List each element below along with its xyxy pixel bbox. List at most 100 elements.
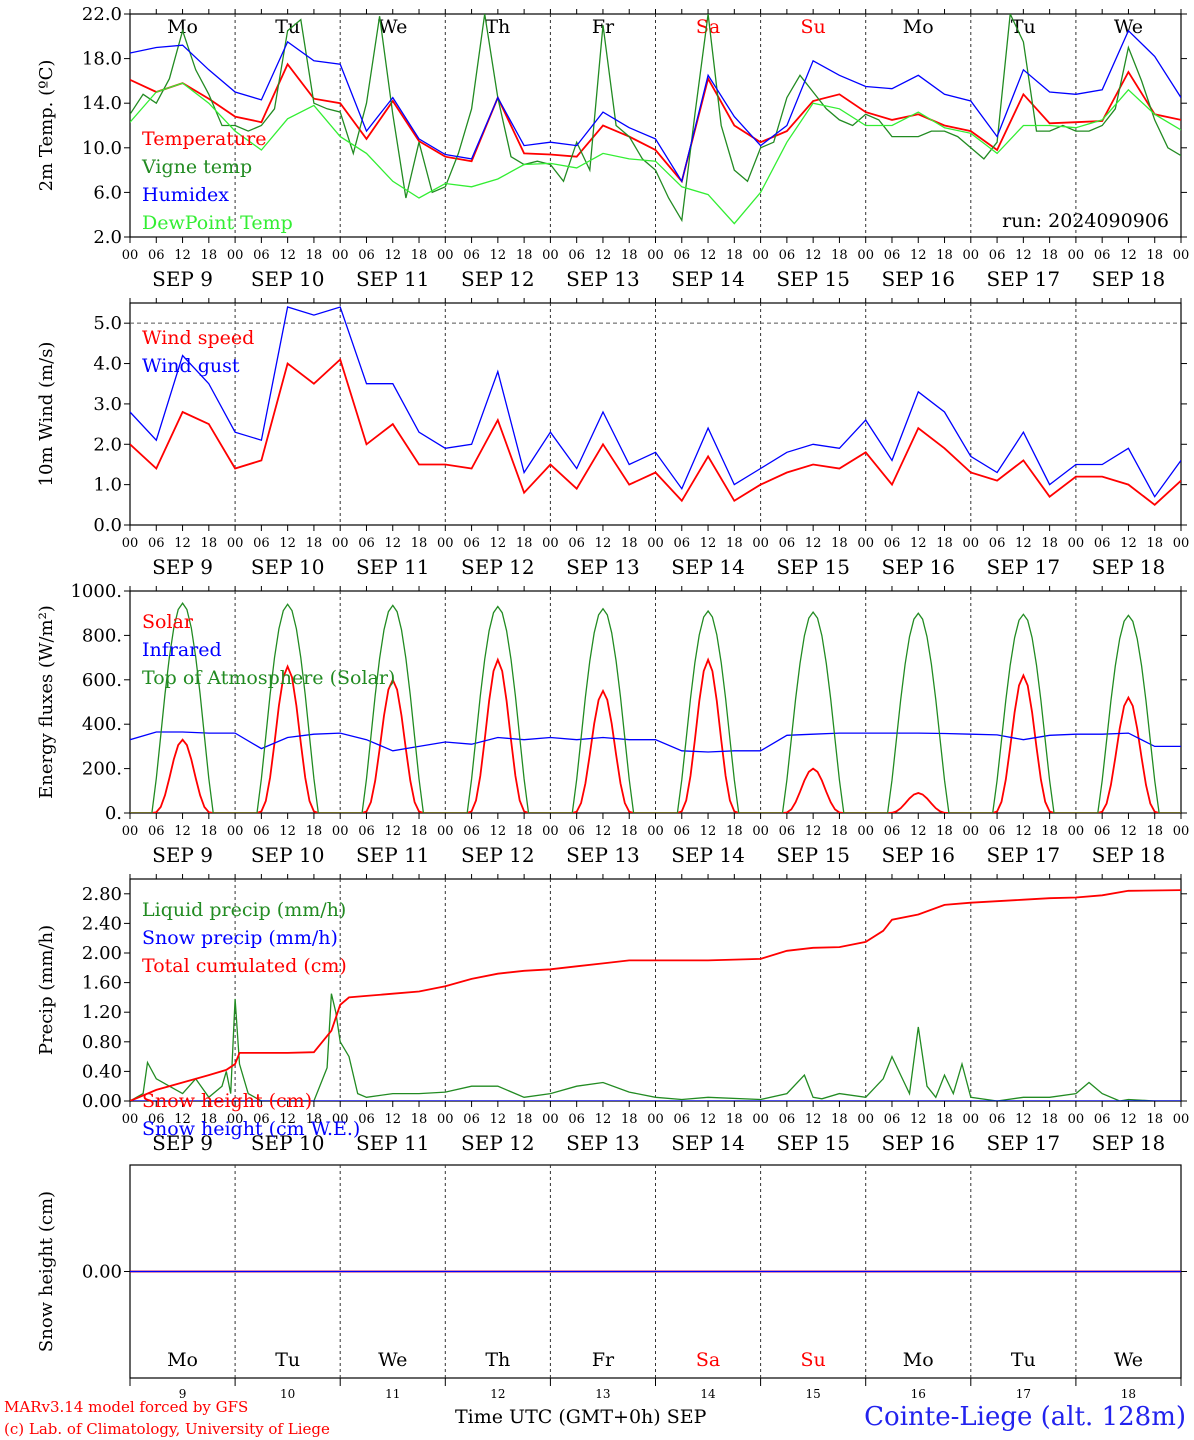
- hour-label: 06: [253, 1112, 270, 1127]
- hour-label: 00: [332, 248, 349, 263]
- day-name: Su: [801, 1349, 826, 1371]
- hour-label: 06: [674, 824, 691, 839]
- date-label: SEP 9: [152, 843, 213, 867]
- series-temperature: [130, 62, 1181, 184]
- hour-label: 00: [647, 248, 664, 263]
- hour-label: 06: [253, 248, 270, 263]
- y-tick-label: 2.80: [82, 884, 122, 905]
- date-label: SEP 14: [671, 843, 745, 867]
- legend-entry: Infrared: [142, 639, 222, 661]
- hour-label: 06: [989, 248, 1006, 263]
- hour-label: 06: [674, 1112, 691, 1127]
- date-label: SEP 12: [461, 555, 535, 579]
- hour-label: 06: [884, 536, 901, 551]
- hour-label: 06: [358, 536, 375, 551]
- date-label: SEP 12: [461, 843, 535, 867]
- y-tick-label: 10.0: [82, 138, 122, 159]
- legend-entry: Snow precip (mm/h): [142, 927, 338, 949]
- hour-label: 00: [227, 536, 244, 551]
- hour-label: 00: [542, 248, 559, 263]
- hour-label: 06: [568, 536, 585, 551]
- hour-label: 06: [779, 824, 796, 839]
- hour-label: 12: [490, 248, 507, 263]
- day-name: Tu: [1011, 1349, 1036, 1371]
- hour-label: 12: [174, 536, 191, 551]
- hour-label: 00: [647, 1112, 664, 1127]
- date-label: SEP 18: [1092, 555, 1166, 579]
- y-axis-label: Energy fluxes (W/m²): [36, 605, 57, 799]
- hour-label: 06: [884, 248, 901, 263]
- hour-label: 12: [490, 536, 507, 551]
- hour-label: 18: [831, 1112, 848, 1127]
- hour-label: 12: [1015, 824, 1032, 839]
- date-label: SEP 12: [461, 267, 535, 291]
- hour-label: 18: [201, 824, 218, 839]
- legend-entry: Top of Atmosphere (Solar): [142, 667, 395, 689]
- date-label: SEP 13: [566, 843, 640, 867]
- day-name: We: [1114, 1349, 1143, 1371]
- hour-label: 12: [384, 536, 401, 551]
- y-tick-label: 200.: [82, 759, 122, 780]
- hour-label: 18: [306, 1112, 323, 1127]
- day-name: Mo: [167, 16, 198, 38]
- hour-label: 12: [805, 824, 822, 839]
- hour-label: 00: [542, 824, 559, 839]
- date-label: SEP 16: [881, 267, 955, 291]
- legend-entry: Liquid precip (mm/h): [142, 899, 346, 921]
- date-label: SEP 13: [566, 267, 640, 291]
- hour-label: 18: [411, 1112, 428, 1127]
- hour-label: 12: [279, 1112, 296, 1127]
- hour-label: 00: [227, 824, 244, 839]
- hour-label: 06: [1094, 248, 1111, 263]
- legend-entry: Snow height (cm W.E.): [142, 1118, 360, 1140]
- hour-label: 18: [726, 248, 743, 263]
- date-label: SEP 12: [461, 1131, 535, 1155]
- hour-label: 00: [963, 1112, 980, 1127]
- panel-5: 0.00 Snow height (cm) 9 10 11 12 13 14 15 16 17 18 M…: [36, 1090, 1187, 1401]
- hour-label: 18: [201, 248, 218, 263]
- series-humidex: [130, 29, 1181, 183]
- hour-label: 00: [227, 1112, 244, 1127]
- hour-label: 18: [621, 536, 638, 551]
- hour-label: 00: [857, 248, 874, 263]
- hour-label: 06: [358, 1112, 375, 1127]
- hour-label: 00: [1173, 536, 1190, 551]
- panel-1: 2.0 6.0 10.0 14.0 18.0 22.0 2m Temp. (ºC) 00 06 1…: [36, 4, 1189, 291]
- hour-label: 06: [568, 824, 585, 839]
- day-number-label: 16: [911, 1387, 926, 1401]
- hour-label: 12: [384, 1112, 401, 1127]
- date-label: SEP 16: [881, 843, 955, 867]
- hour-label: 12: [700, 1112, 717, 1127]
- run-label: run: 2024090906: [1002, 210, 1169, 232]
- hour-label: 06: [884, 824, 901, 839]
- hour-label: 06: [463, 248, 480, 263]
- date-label: SEP 18: [1092, 843, 1166, 867]
- hour-label: 00: [122, 248, 139, 263]
- day-name: Th: [485, 1349, 510, 1371]
- hour-label: 18: [1041, 248, 1058, 263]
- hour-label: 00: [857, 824, 874, 839]
- hour-label: 06: [674, 248, 691, 263]
- hour-label: 06: [253, 536, 270, 551]
- day-name: Mo: [903, 16, 934, 38]
- date-label: SEP 10: [251, 555, 325, 579]
- series-infrared: [130, 731, 1181, 753]
- hour-label: 06: [674, 536, 691, 551]
- hour-label: 18: [411, 248, 428, 263]
- panel-4: 0.00 0.40 0.80 1.20 1.60 2.00 2.40 2.80 Precip (…: [36, 874, 1189, 1155]
- station-label: Cointe-Liege (alt. 128m): [864, 1402, 1186, 1432]
- hour-label: 00: [122, 824, 139, 839]
- hour-label: 12: [1015, 248, 1032, 263]
- y-tick-label: 3.0: [93, 394, 122, 415]
- hour-label: 00: [647, 536, 664, 551]
- hour-label: 00: [1068, 536, 1085, 551]
- hour-label: 18: [201, 1112, 218, 1127]
- y-tick-label: 2.40: [82, 913, 122, 934]
- panel-3: 0. 200. 400. 600. 800. 1000. Energy fluxes (W/…: [36, 581, 1189, 867]
- hour-label: 06: [568, 248, 585, 263]
- hour-label: 18: [621, 824, 638, 839]
- y-tick-label: 1000.: [70, 581, 122, 602]
- y-tick-label: 4.0: [93, 354, 122, 375]
- date-label: SEP 11: [356, 1131, 430, 1155]
- date-label: SEP 17: [987, 1131, 1061, 1155]
